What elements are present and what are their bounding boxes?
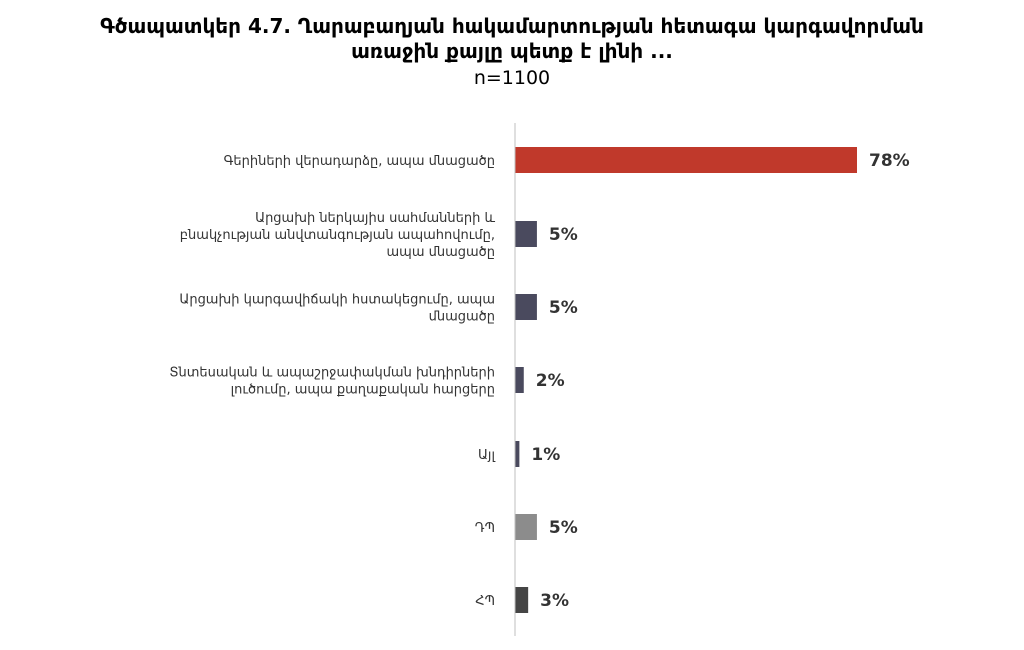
category-label-line: ԴՊ	[475, 521, 495, 536]
value-label-5: 5%	[549, 518, 578, 538]
category-label-line: ապա մնացածը	[387, 245, 496, 260]
category-label-0: Գերիների վերադարձը, ապա մնացածը	[224, 154, 495, 169]
category-label-line: Արցախի ներկայիս սահմանների և	[255, 211, 495, 226]
category-label-3: Տնտեսական և ապաշրջափակման խնդիրների լուծո…	[169, 366, 495, 398]
chart-title-line-1: Գծապատկեր 4.7. Ղարաբաղյան հակամարտության…	[100, 14, 924, 38]
category-label-line: Գերիների վերադարձը, ապա մնացածը	[224, 154, 495, 169]
chart-subtitle: n=1100	[473, 67, 551, 89]
category-label-line: լուծումը, ապա քաղաքական հարցերը	[231, 383, 495, 398]
value-label-4: 1%	[531, 445, 560, 465]
bars-group: 78% Գերիների վերադարձը, ապա մնացածը 5% Արցա…	[169, 147, 910, 613]
category-label-5: ԴՊ	[475, 521, 495, 536]
chart-title: Գծապատկեր 4.7. Ղարաբաղյան հակամարտության…	[0, 14, 1024, 64]
value-label-0: 78%	[869, 151, 910, 171]
category-label-4: Այլ	[478, 448, 495, 463]
category-label-6: ՀՊ	[475, 594, 495, 609]
category-label-line: բնակչության անվտանգության ապահովումը,	[180, 228, 495, 243]
category-label-line: Արցախի կարգավիճակի հստակեցումը, ապա	[179, 293, 495, 308]
category-label-2: Արցախի կարգավիճակի հստակեցումը, ապա մնացա…	[179, 293, 495, 325]
value-label-1: 5%	[549, 225, 578, 245]
value-label-2: 5%	[549, 298, 578, 318]
category-label-line: ՀՊ	[475, 594, 495, 609]
bar-1	[515, 221, 537, 247]
bar-3	[515, 367, 524, 393]
bar-5	[515, 514, 537, 540]
bar-0	[515, 147, 857, 173]
category-label-line: մնացածը	[429, 310, 495, 325]
value-label-3: 2%	[536, 371, 565, 391]
category-label-1: Արցախի ներկայիս սահմանների և բնակչության …	[180, 211, 496, 260]
chart-title-line-2: առաջին քայլը պետք է լինի ...	[351, 39, 673, 63]
value-label-6: 3%	[540, 591, 569, 611]
bar-2	[515, 294, 537, 320]
bar-6	[515, 587, 529, 613]
bar-4	[515, 441, 520, 467]
category-label-line: Տնտեսական և ապաշրջափակման խնդիրների	[169, 366, 495, 381]
category-label-line: Այլ	[478, 448, 495, 463]
